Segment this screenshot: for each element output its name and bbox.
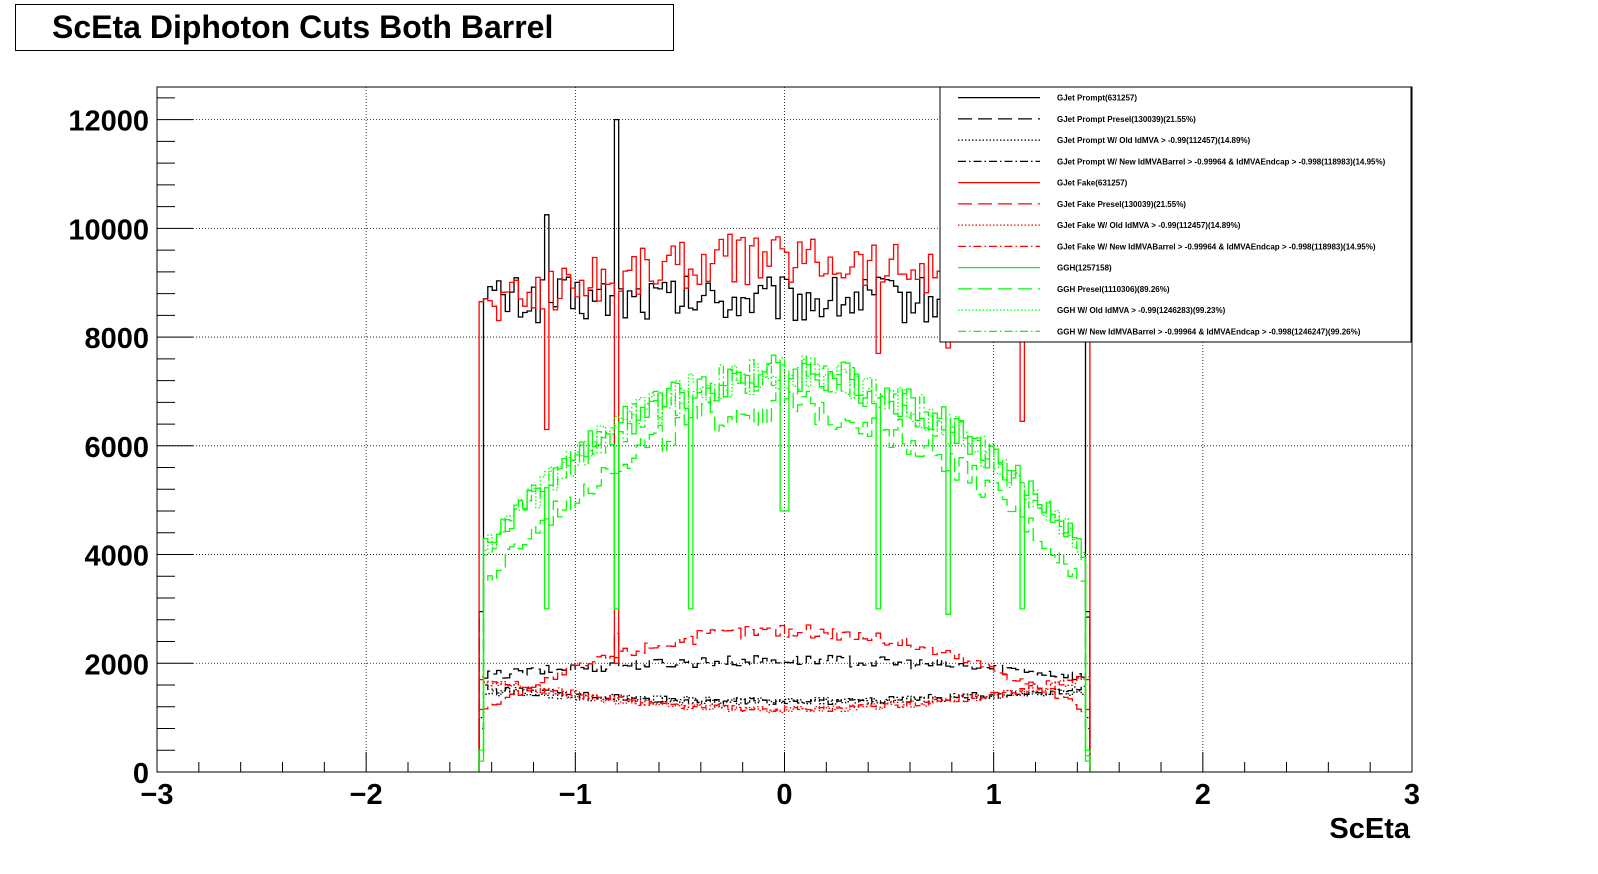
legend-label: GJet Prompt Presel(130039)(21.55%) (1057, 115, 1196, 124)
y-tick-label: 4000 (84, 541, 149, 573)
x-tick-label: 0 (776, 779, 792, 811)
legend-label: GJet Prompt(631257) (1057, 94, 1137, 103)
x-tick-label: −1 (559, 779, 592, 811)
legend-label: GJet Prompt W/ Old IdMVA > -0.99(112457)… (1057, 136, 1251, 145)
x-tick-label: 2 (1195, 779, 1211, 811)
legend-label: GGH(1257158) (1057, 264, 1112, 273)
axes: −3 −2 −1 0 1 2 3 0 2000 4000 6000 8000 10000 12000 (68, 97, 1420, 811)
series-line (478, 675, 1091, 772)
series-line (478, 684, 1091, 772)
x-axis-label: ScEta (1329, 813, 1410, 845)
y-tick-label: 2000 (84, 649, 149, 681)
legend-label: GGH Presel(1110306)(89.26%) (1057, 285, 1170, 294)
legend-label: GGH W/ Old IdMVA > -0.99(1246283)(99.23%… (1057, 306, 1226, 315)
series-line (478, 390, 1091, 772)
chart-title: ScEta Diphoton Cuts Both Barrel (52, 9, 554, 45)
x-tick-label: 1 (986, 779, 1002, 811)
legend-box (939, 86, 1412, 343)
y-tick-label: 12000 (68, 106, 149, 138)
legend-label: GJet Fake W/ Old IdMVA > -0.99(112457)(1… (1057, 221, 1241, 230)
series-line (478, 624, 1091, 772)
y-tick-label: 6000 (84, 432, 149, 464)
x-tick-label: −3 (140, 779, 173, 811)
legend-label: GJet Fake(631257) (1057, 179, 1128, 188)
x-tick-label: 3 (1404, 779, 1420, 811)
legend-label: GGH W/ New IdMVABarrel > -0.99964 & IdMV… (1057, 327, 1361, 336)
y-tick-label: 10000 (68, 214, 149, 246)
series-line (478, 616, 1091, 772)
y-tick-label: 0 (133, 758, 149, 790)
x-tick-label: −2 (350, 779, 383, 811)
legend: GJet Prompt(631257) GJet Prompt Presel(13… (939, 86, 1412, 343)
chart-title-box: ScEta Diphoton Cuts Both Barrel (15, 4, 674, 51)
legend-label: GJet Fake W/ New IdMVABarrel > -0.99964 … (1057, 242, 1376, 251)
y-tick-label: 8000 (84, 323, 149, 355)
legend-label: GJet Prompt W/ New IdMVABarrel > -0.9996… (1057, 157, 1386, 166)
series-line (478, 355, 1091, 772)
legend-label: GJet Fake Presel(130039)(21.55%) (1057, 200, 1186, 209)
